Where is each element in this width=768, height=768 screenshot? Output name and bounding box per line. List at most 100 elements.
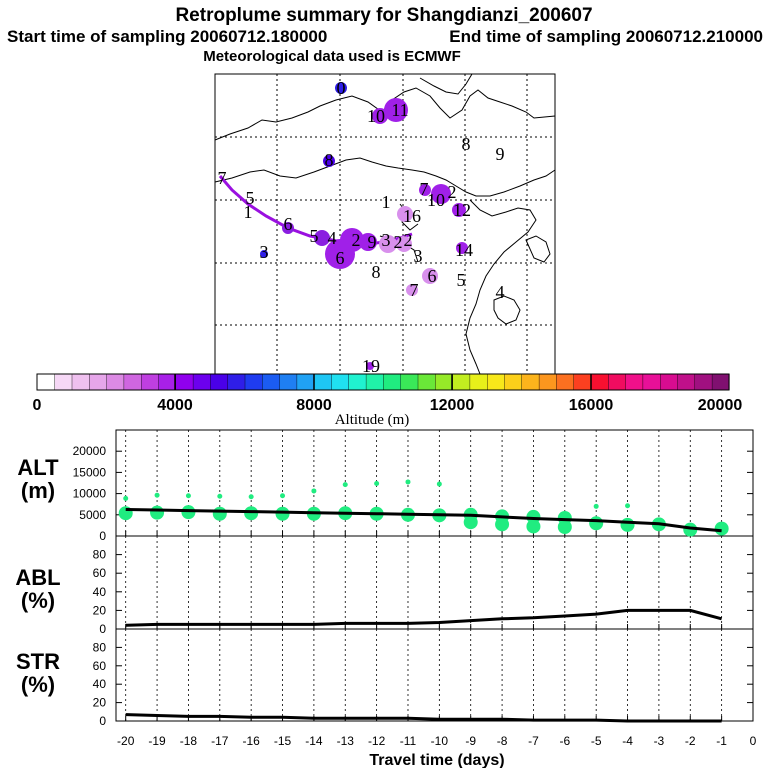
y-tick-label: 15000 [73,465,107,479]
particle-point [557,519,572,534]
particle-point [620,517,635,532]
plume-marker [372,108,388,124]
colorbar-swatch [503,373,523,391]
plume-marker [397,206,413,222]
colorbar-swatch [105,373,125,391]
map-day-label: 10 [427,190,445,210]
colorbar-swatch [140,373,159,391]
y-tick-label: 0 [99,714,106,728]
colorbar-swatch [54,373,73,391]
particle-point [374,481,380,487]
map-day-label: 9 [496,144,505,164]
x-tick-label: -14 [305,734,323,748]
colorbar-tick-label: 20000 [698,397,743,414]
map-grid [215,74,555,374]
colorbar-tick-label: 8000 [296,397,332,414]
map-day-label: 2 [404,230,413,250]
colorbar-swatch [157,373,177,391]
particle-point [244,506,259,521]
particle-point [342,482,348,488]
colorbar-swatch [175,373,194,391]
particle-point [150,505,165,520]
colorbar-swatch [417,373,436,391]
y-tick-label: 10000 [73,487,107,501]
x-tick-label: -11 [400,734,417,748]
series-line [125,508,722,533]
x-tick-label: -3 [654,734,665,748]
particle-point [311,488,317,494]
colorbar-swatch [521,373,540,391]
map-day-label: 5 [310,226,319,246]
particle-point [463,515,478,530]
colorbar-frame [36,373,730,391]
plume-marker [314,230,330,246]
map-day-label: 8 [372,262,381,282]
plume-marker [456,242,468,254]
str-panel-frame [115,628,754,722]
colorbar-swatch [313,373,332,391]
colorbar-swatch [209,373,228,391]
map-day-label: 6 [336,248,345,268]
particle-point [405,479,411,485]
y-tick-label: 5000 [79,508,106,522]
particle-point [275,506,290,521]
colorbar-swatch [296,373,315,391]
colorbar-swatch [573,373,592,391]
x-tick-label: -16 [242,734,260,748]
particle-point [217,493,223,499]
colorbar-swatch [590,373,609,391]
plume-marker [366,362,374,370]
series-line [125,713,722,723]
y-tick-label: 20000 [73,444,107,458]
particle-point [212,506,227,521]
map-day-label: 8 [462,134,471,154]
plume-marker [452,203,466,217]
x-axis-label: Travel time (days) [369,752,504,768]
x-tick-label: -1 [716,734,727,748]
plume-marker [260,250,268,258]
colorbar-swatch [71,373,90,391]
colorbar-label: Altitude (m) [335,412,410,428]
x-tick-label: -6 [559,734,570,748]
colorbar-swatch [365,373,384,391]
map-day-label: 2 [352,230,361,250]
y-tick-label: 20 [93,603,107,617]
map-day-label: 2 [394,232,403,252]
abl-panel-frame [115,535,754,630]
plume-marker [384,98,408,122]
x-tick-label: -18 [180,734,198,748]
particle-point [526,519,541,534]
map-day-label: 6 [428,266,437,286]
alt-panel-title: ALT [17,455,59,480]
colorbar-swatch [382,373,401,391]
particle-point [436,481,442,487]
particle-point [495,517,510,532]
map-day-label: 3 [382,230,391,250]
x-tick-label: -7 [528,734,539,748]
colorbar-swatch [123,373,142,391]
particle-point [181,505,196,520]
y-tick-label: 0 [99,622,106,636]
x-tick-label: -5 [591,734,602,748]
y-tick-label: 80 [93,640,107,654]
map-day-label: 14 [455,240,473,260]
x-tick-label: -12 [368,734,386,748]
particle-point [593,503,599,509]
y-tick-label: 40 [93,677,107,691]
altitude-colorbar: 0 4000 8000 12000 16000 20000 Altitude (… [33,373,743,428]
colorbar-swatch [469,373,488,391]
map-day-label: 7 [218,168,227,188]
map-day-label: 7 [420,179,429,199]
abl-panel-unit: (%) [21,588,55,613]
map-day-label: 16 [403,206,421,226]
map-day-label: 6 [284,214,293,234]
x-tick-label: 0 [750,734,757,748]
map-day-label: 8 [325,150,334,170]
map-day-label: 5 [246,188,255,208]
colorbar-swatch [348,373,367,391]
map-day-label: 5 [457,270,466,290]
plume-marker [396,236,412,252]
x-tick-label: -10 [431,734,449,748]
x-tick-label: -8 [497,734,508,748]
